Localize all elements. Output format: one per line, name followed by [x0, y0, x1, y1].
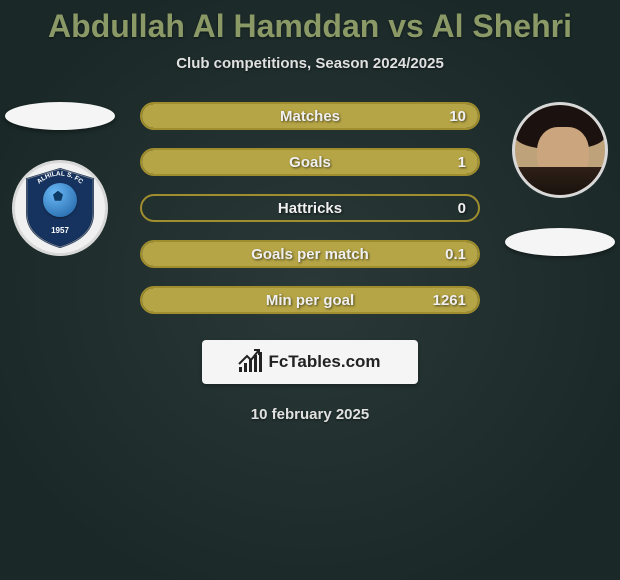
stat-label: Goals per match — [251, 246, 369, 263]
right-ellipse — [505, 228, 615, 256]
stat-value: 0.1 — [445, 246, 466, 263]
club-crest: ALHILAL S. FC 1957 — [23, 167, 97, 249]
infographic-root: Abdullah Al Hamddan vs Al Shehri Club co… — [0, 0, 620, 423]
footer-date: 10 february 2025 — [251, 406, 369, 423]
stat-label: Hattricks — [278, 200, 342, 217]
stat-value: 1261 — [433, 292, 466, 309]
page-title: Abdullah Al Hamddan vs Al Shehri — [48, 8, 572, 45]
ball-icon — [43, 183, 77, 217]
stat-value: 10 — [449, 108, 466, 125]
stat-label: Matches — [280, 108, 340, 125]
subtitle: Club competitions, Season 2024/2025 — [176, 55, 444, 72]
stat-bar: Min per goal 1261 — [140, 286, 480, 314]
avatar-shirt — [515, 167, 605, 195]
player-avatar — [512, 102, 608, 198]
stat-label: Min per goal — [266, 292, 354, 309]
left-ellipse — [5, 102, 115, 130]
logo-text: FcTables.com — [268, 352, 380, 372]
stat-value: 0 — [458, 200, 466, 217]
left-column: ALHILAL S. FC 1957 — [0, 102, 120, 256]
stat-bar: Goals 1 — [140, 148, 480, 176]
stat-label: Goals — [289, 154, 331, 171]
club-badge: ALHILAL S. FC 1957 — [12, 160, 108, 256]
right-column — [500, 102, 620, 256]
stat-bar: Hattricks 0 — [140, 194, 480, 222]
svg-text:1957: 1957 — [51, 226, 69, 235]
logo-arrow-icon — [237, 346, 261, 370]
stat-value: 1 — [458, 154, 466, 171]
content-row: ALHILAL S. FC 1957 Matches 10 Goals 1 Hattri… — [0, 102, 620, 314]
stat-bar: Matches 10 — [140, 102, 480, 130]
stat-bar: Goals per match 0.1 — [140, 240, 480, 268]
stats-column: Matches 10 Goals 1 Hattricks 0 Goals per match… — [140, 102, 480, 314]
source-logo: FcTables.com — [202, 340, 418, 384]
